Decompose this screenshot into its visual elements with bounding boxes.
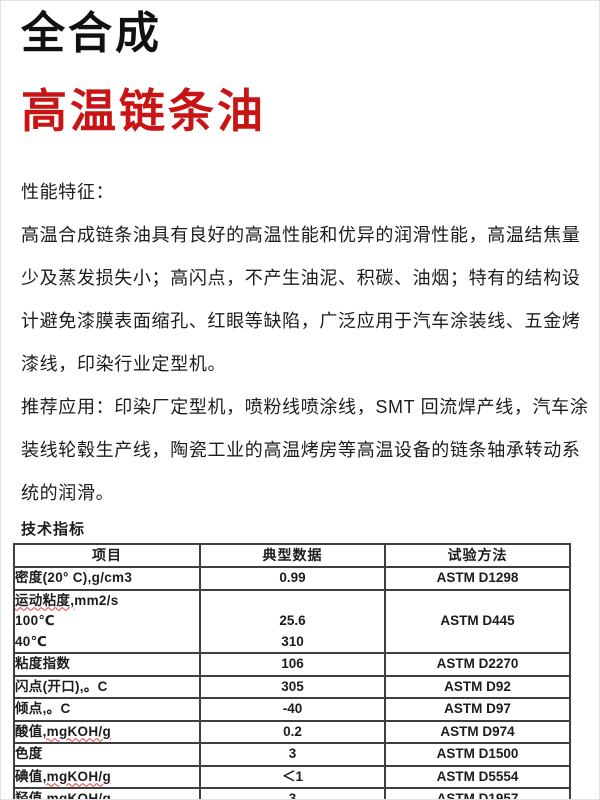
spec-row: 运动粘度,mm2/s 100℃ 40℃ 25.6 310 ASTM D445 (13, 588, 571, 654)
text-line: 推荐应用：印染厂定型机，喷粉线喷涂线，SMT 回流焊产线，汽车涂 (21, 397, 589, 417)
spec-method-cell: ASTM D974 (384, 719, 571, 744)
spec-value-cell: 0.2 (199, 719, 386, 744)
spec-value-cell: 0.99 (199, 566, 386, 591)
spellcheck-squiggle: ,mgKOH/g (42, 768, 112, 784)
spec-method-cell: ASTM D2270 (384, 652, 571, 677)
product-line-title: 全合成 (21, 9, 162, 58)
text-line: 计避免漆膜表面缩孔、红眼等缺陷，广泛应用于汽车涂装线、五金烤 (21, 311, 581, 331)
spec-row: 酸值,mgKOH/g 0.2 ASTM D974 (13, 719, 571, 744)
spec-row: 粘度指数 106 ASTM D2270 (13, 652, 571, 677)
spec-item-cell: 碘值,mgKOH/g (13, 764, 201, 789)
performance-section-label: 性能特征： (21, 182, 115, 202)
text-line: 漆线，印染行业定型机。 (21, 354, 227, 374)
spec-value-cell: 305 (199, 674, 386, 699)
text-line: 统的润滑。 (21, 483, 115, 503)
spec-value-cell: -40 (199, 697, 386, 722)
text-line: 高温合成链条油具有良好的高温性能和优异的润滑性能，高温结焦量 (21, 225, 581, 245)
spec-method-cell: ASTM D1298 (384, 566, 571, 591)
spec-method-cell: ASTM D1500 (384, 742, 571, 767)
spec-item-cell: 闪点(开口),。C (13, 674, 201, 699)
spec-value-cell: 3 (199, 787, 386, 799)
spec-item-cell: 色度 (13, 742, 201, 767)
specs-table: 项目 典型数据 试验方法 密度(20° C),g/cm3 0.99 ASTM D1298… (13, 543, 571, 800)
spec-value-cell: 25.6 310 (199, 588, 386, 654)
spec-row: 倾点,。C -40 ASTM D97 (13, 697, 571, 722)
specs-column-header: 项目 (13, 543, 201, 568)
spec-item-cell: 酸值,mgKOH/g (13, 719, 201, 744)
text-line: 少及蒸发损失小；高闪点，不产生油泥、积碳、油烟；特有的结构设 (21, 268, 581, 288)
spec-value-cell: 106 (199, 652, 386, 677)
performance-paragraph: 高温合成链条油具有良好的高温性能和优异的润滑性能，高温结焦量 少及蒸发损失小；高闪… (21, 214, 581, 386)
spec-value-cell: ＜1 (199, 764, 386, 789)
spec-method-cell: ASTM D5554 (384, 764, 571, 789)
spec-item-cell: 密度(20° C),g/cm3 (13, 566, 201, 591)
spellcheck-squiggle: ,mgKOH/g (42, 723, 112, 739)
spec-value-cell: 3 (199, 742, 386, 767)
specs-column-header: 典型数据 (199, 543, 386, 568)
body-text: 性能特征： 高温合成链条油具有良好的高温性能和优异的润滑性能，高温结焦量 少及蒸发… (21, 171, 589, 515)
spec-row: 闪点(开口),。C 305 ASTM D92 (13, 674, 571, 699)
spec-item-cell: 倾点,。C (13, 697, 201, 722)
spec-item-cell: 运动粘度,mm2/s 100℃ 40℃ (13, 588, 201, 654)
spec-method-cell: ASTM D92 (384, 674, 571, 699)
spec-row: 羟值,mgKOH/g 3 ASTM D1957 (13, 787, 571, 800)
text-line: 装线轮毂生产线，陶瓷工业的高温烤房等高温设备的链条轴承转动系 (21, 440, 581, 460)
spec-row: 色度 3 ASTM D1500 (13, 742, 571, 767)
spec-item-cell: 粘度指数 (13, 652, 201, 677)
product-name-title: 高温链条油 (21, 85, 266, 137)
spellcheck-squiggle: ,mgKOH/g (42, 791, 112, 800)
application-paragraph: 推荐应用：印染厂定型机，喷粉线喷涂线，SMT 回流焊产线，汽车涂 装线轮毂生产线，… (21, 386, 589, 515)
specs-column-header: 试验方法 (384, 543, 571, 568)
spec-item-cell: 羟值,mgKOH/g (13, 787, 201, 800)
specs-header-row: 项目 典型数据 试验方法 (13, 543, 571, 568)
specs-table-title: 技术指标 (21, 521, 86, 538)
spec-method-cell: ASTM D97 (384, 697, 571, 722)
spec-method-cell: ASTM D445 (384, 588, 571, 654)
spec-method-cell: ASTM D1957 (384, 787, 571, 799)
spec-row: 碘值,mgKOH/g ＜1 ASTM D5554 (13, 764, 571, 789)
spec-row: 密度(20° C),g/cm3 0.99 ASTM D1298 (13, 566, 571, 591)
spellcheck-squiggle: 运动粘度, (15, 592, 75, 608)
